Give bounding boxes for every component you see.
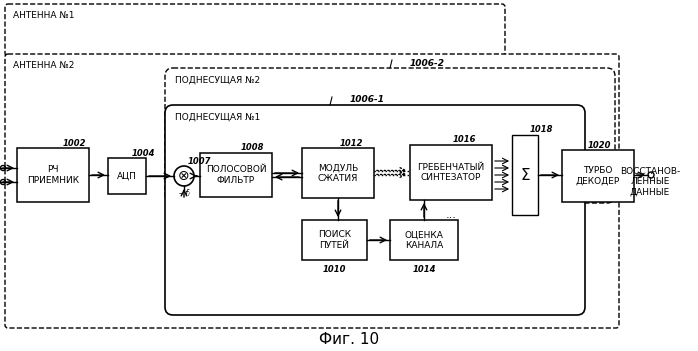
Text: ⊗: ⊗ — [178, 169, 190, 183]
Text: 1008: 1008 — [241, 144, 265, 152]
Text: ПОДНЕСУЩАЯ №2: ПОДНЕСУЩАЯ №2 — [175, 75, 260, 85]
Text: 1016: 1016 — [453, 135, 477, 145]
Bar — [302, 148, 374, 198]
Text: 1010: 1010 — [322, 265, 346, 274]
Text: Σ: Σ — [520, 167, 530, 183]
Text: ПОДНЕСУЩАЯ №1: ПОДНЕСУЩАЯ №1 — [175, 113, 260, 121]
Text: РЧ
ПРИЕМНИК: РЧ ПРИЕМНИК — [27, 165, 79, 185]
Text: ВОССТАНОВ-
ЛЕННЫЕ
ДАННЫЕ: ВОССТАНОВ- ЛЕННЫЕ ДАННЫЕ — [620, 167, 680, 197]
Text: АНТЕННА №2: АНТЕННА №2 — [13, 61, 75, 71]
Bar — [108, 158, 146, 194]
FancyBboxPatch shape — [165, 68, 615, 203]
Text: ПОЛОСОВОЙ
ФИЛЬТР: ПОЛОСОВОЙ ФИЛЬТР — [206, 165, 267, 185]
Text: ГРЕБЕНЧАТЫЙ
СИНТЕЗАТОР: ГРЕБЕНЧАТЫЙ СИНТЕЗАТОР — [417, 163, 484, 182]
Text: 1002: 1002 — [63, 139, 87, 147]
Bar — [200, 153, 272, 197]
Text: ПОИСК
ПУТЕЙ: ПОИСК ПУТЕЙ — [318, 230, 351, 250]
Bar — [562, 150, 634, 202]
Bar — [410, 145, 492, 200]
Text: Фиг. 10: Фиг. 10 — [319, 331, 379, 346]
Text: 1004: 1004 — [132, 148, 156, 158]
Text: 1006-1: 1006-1 — [350, 95, 385, 105]
Text: 1018: 1018 — [530, 126, 554, 134]
FancyBboxPatch shape — [5, 4, 505, 56]
Text: 1020: 1020 — [588, 140, 611, 150]
Text: ...: ... — [445, 210, 456, 220]
Text: 1014: 1014 — [413, 265, 436, 274]
Text: ОЦЕНКА
КАНАЛА: ОЦЕНКА КАНАЛА — [405, 230, 443, 250]
Text: АНТЕННА №1: АНТЕННА №1 — [13, 12, 75, 20]
FancyBboxPatch shape — [5, 54, 619, 328]
Text: 1006-2: 1006-2 — [410, 59, 445, 67]
Bar — [512, 135, 538, 215]
FancyBboxPatch shape — [165, 105, 585, 315]
Text: АЦП: АЦП — [117, 172, 137, 180]
Bar — [302, 220, 367, 260]
Bar — [390, 220, 458, 260]
Text: - fᵢ: - fᵢ — [179, 190, 189, 199]
Text: ТУРБО
ДЕКОДЕР: ТУРБО ДЕКОДЕР — [576, 166, 620, 186]
Bar — [17, 148, 89, 202]
Text: 1012: 1012 — [340, 139, 364, 147]
Text: МОДУЛЬ
СЖАТИЯ: МОДУЛЬ СЖАТИЯ — [318, 163, 358, 183]
Text: 1007: 1007 — [188, 158, 211, 166]
